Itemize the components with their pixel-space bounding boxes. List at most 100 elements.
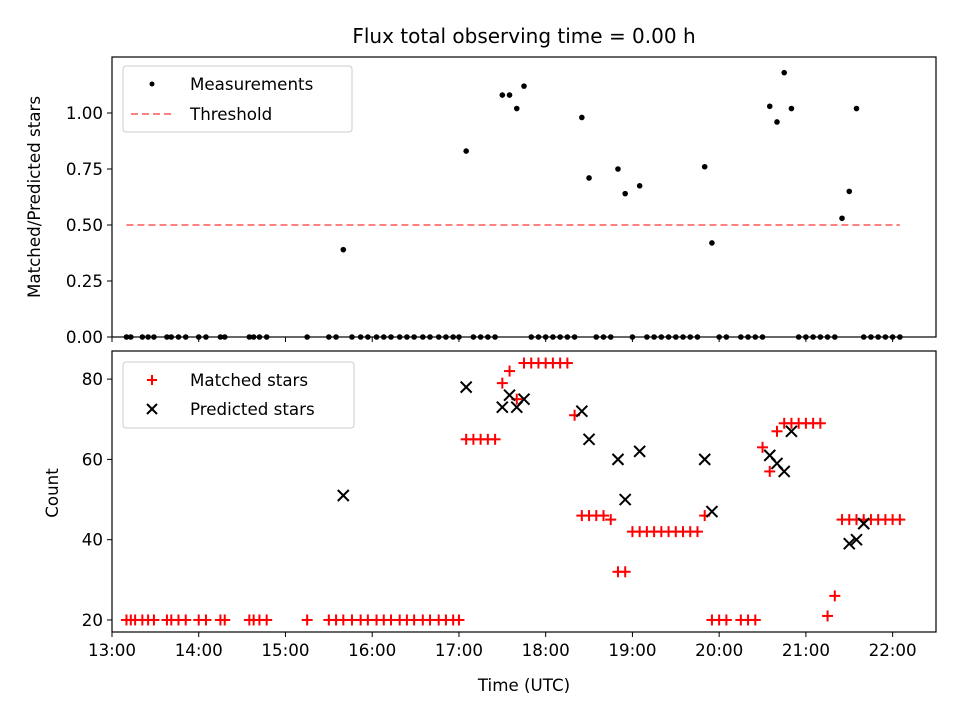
predicted-star-point [633, 445, 646, 458]
x-tick-label: 22:00 [869, 640, 917, 660]
predicted-star-point [618, 493, 632, 506]
bottom-y-tick-label: 60 [82, 449, 103, 469]
chart-title: Flux total observing time = 0.00 h [352, 24, 695, 48]
predicted-star-point [496, 400, 509, 414]
matched-star-point [691, 526, 703, 538]
measurement-point [499, 92, 506, 98]
x-axis-label: Time (UTC) [477, 675, 570, 695]
matched-star-point [200, 614, 212, 626]
matched-star-point [605, 514, 617, 526]
predicted-legend-marker [146, 403, 158, 415]
measurements-legend-label: Measurements [190, 74, 313, 94]
predicted-star-point [698, 453, 711, 466]
top-y-tick-label: 0.00 [66, 327, 103, 347]
matched-star-point [822, 610, 834, 622]
predicted-star-point [503, 388, 516, 402]
predicted-star-point [850, 533, 863, 546]
threshold-legend-label: Threshold [189, 104, 272, 124]
top-y-tick-label: 1.00 [66, 103, 103, 123]
matched-star-point [757, 441, 769, 453]
measurements-legend-marker [149, 81, 155, 87]
x-tick-label: 17:00 [435, 640, 483, 660]
matched-star-point [771, 425, 783, 437]
top-y-tick-label: 0.25 [66, 271, 103, 291]
predicted-star-point [785, 425, 798, 438]
measurement-point [340, 246, 347, 253]
top-y-ticks: 0.00 0.25 0.50 0.75 1.00 [66, 103, 112, 347]
predicted-legend-label: Predicted stars [190, 399, 315, 419]
measurement-point [506, 92, 513, 98]
bottom-legend: Matched stars Predicted stars [122, 361, 355, 429]
predicted-star-point [459, 380, 473, 394]
matched-star-point [598, 510, 610, 522]
predicted-star-point [337, 489, 350, 502]
predicted-star-point [843, 537, 856, 550]
predicted-star-point [705, 505, 719, 518]
measurement-point [579, 114, 585, 121]
x-tick-label: 19:00 [608, 640, 656, 660]
measurement-point [766, 103, 773, 110]
predicted-star-point [778, 465, 791, 478]
x-tick-label: 21:00 [782, 640, 830, 660]
matched-star-point [148, 614, 160, 626]
measurement-point [513, 105, 520, 112]
bottom-y-tick-label: 20 [82, 610, 103, 630]
x-tick-label: 15:00 [261, 640, 309, 660]
top-y-tick-label: 0.50 [66, 215, 103, 235]
matched-star-point [720, 614, 732, 626]
measurement-point [622, 190, 628, 197]
measurement-point [463, 148, 469, 154]
bottom-y-axis-label: Count [42, 468, 62, 518]
top-y-axis-label: Matched/Predicted stars [24, 96, 44, 298]
measurement-point [521, 83, 527, 89]
x-tick-label: 18:00 [522, 640, 570, 660]
measurement-point [853, 105, 860, 112]
measurement-point [839, 215, 845, 222]
x-tick-label: 20:00 [695, 640, 743, 660]
predicted-star-point [517, 392, 531, 406]
matched-star-point [764, 465, 776, 477]
bottom-y-tick-label: 40 [82, 530, 103, 550]
matched-star-point [496, 377, 508, 389]
bottom-legend-box [122, 361, 355, 429]
matched-star-point [180, 614, 192, 626]
predicted-star-point [611, 453, 625, 466]
matched-star-point [301, 614, 313, 626]
predicted-star-point [857, 517, 870, 530]
matched-legend-label: Matched stars [190, 370, 308, 390]
bottom-x-ticks: 13:00 14:00 15:00 16:00 17:00 18:00 19:00 20:00… [88, 632, 917, 660]
matched-star-point [749, 614, 761, 626]
top-x-ticks [111, 337, 894, 342]
matched-star-point [619, 566, 631, 578]
top-panel: Flux total observing time = 0.00 h 0.00 0… [24, 24, 937, 347]
top-axes-frame [111, 56, 937, 338]
matched-star-point [489, 433, 501, 445]
matched-star-point [504, 365, 516, 377]
matched-star-point [894, 514, 906, 526]
bottom-axes-frame [111, 350, 937, 633]
predicted-star-point [582, 433, 596, 446]
matched-star-point [561, 357, 573, 369]
measurement-point [701, 163, 708, 170]
measurement-point [788, 105, 795, 112]
matched-star-point [261, 614, 273, 626]
bottom-y-ticks: 20 40 60 80 [82, 369, 112, 630]
predicted-star-point [575, 405, 589, 418]
bottom-y-tick-label: 80 [82, 369, 103, 389]
measurement-point [781, 69, 788, 76]
measurement-point [709, 240, 715, 246]
matched-legend-marker [147, 375, 157, 385]
measurement-point [615, 166, 621, 172]
bottom-marks [120, 357, 906, 626]
measurement-point [774, 119, 780, 125]
matched-star-point [829, 590, 841, 602]
x-tick-label: 16:00 [348, 640, 396, 660]
matched-star-point [219, 614, 231, 626]
x-tick-label: 13:00 [88, 640, 136, 660]
matched-star-point [453, 614, 465, 626]
measurement-point [846, 188, 853, 195]
matched-star-point [814, 417, 826, 429]
measurement-point [586, 175, 592, 181]
